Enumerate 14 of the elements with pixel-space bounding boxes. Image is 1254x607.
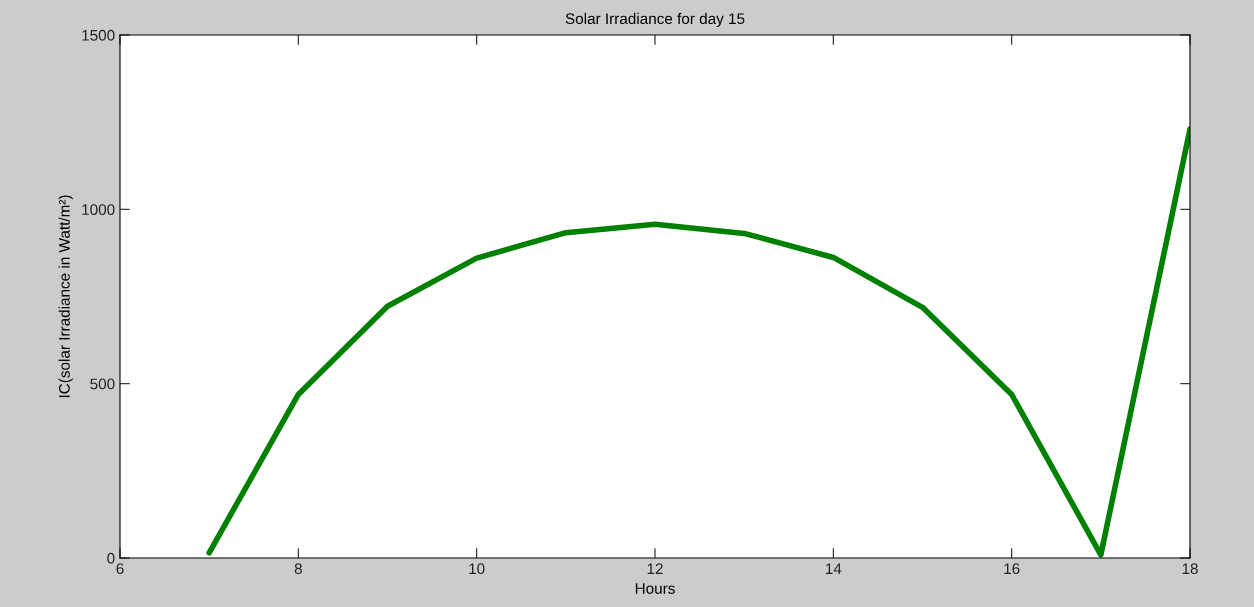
x-tick-label: 12	[647, 563, 663, 574]
y-tick-label: 1000	[82, 204, 115, 216]
x-tick-label: 6	[116, 563, 124, 575]
x-tick-label: 8	[294, 563, 302, 575]
y-tick-label: 0	[107, 552, 115, 564]
y-tick-label: 1500	[82, 29, 115, 41]
x-axis-title: Hours	[635, 583, 675, 594]
chart-title: Solar Irradiance for day 15	[565, 12, 745, 28]
x-tick-label: 10	[469, 563, 485, 575]
x-tick-label: 14	[826, 563, 842, 574]
y-axis-title: IC(solar Irradiance in Watt/m²)	[58, 195, 73, 398]
y-tick-label: 500	[90, 378, 115, 390]
x-tick-label: 18	[1182, 563, 1198, 575]
x-tick-label: 16	[1004, 563, 1020, 575]
